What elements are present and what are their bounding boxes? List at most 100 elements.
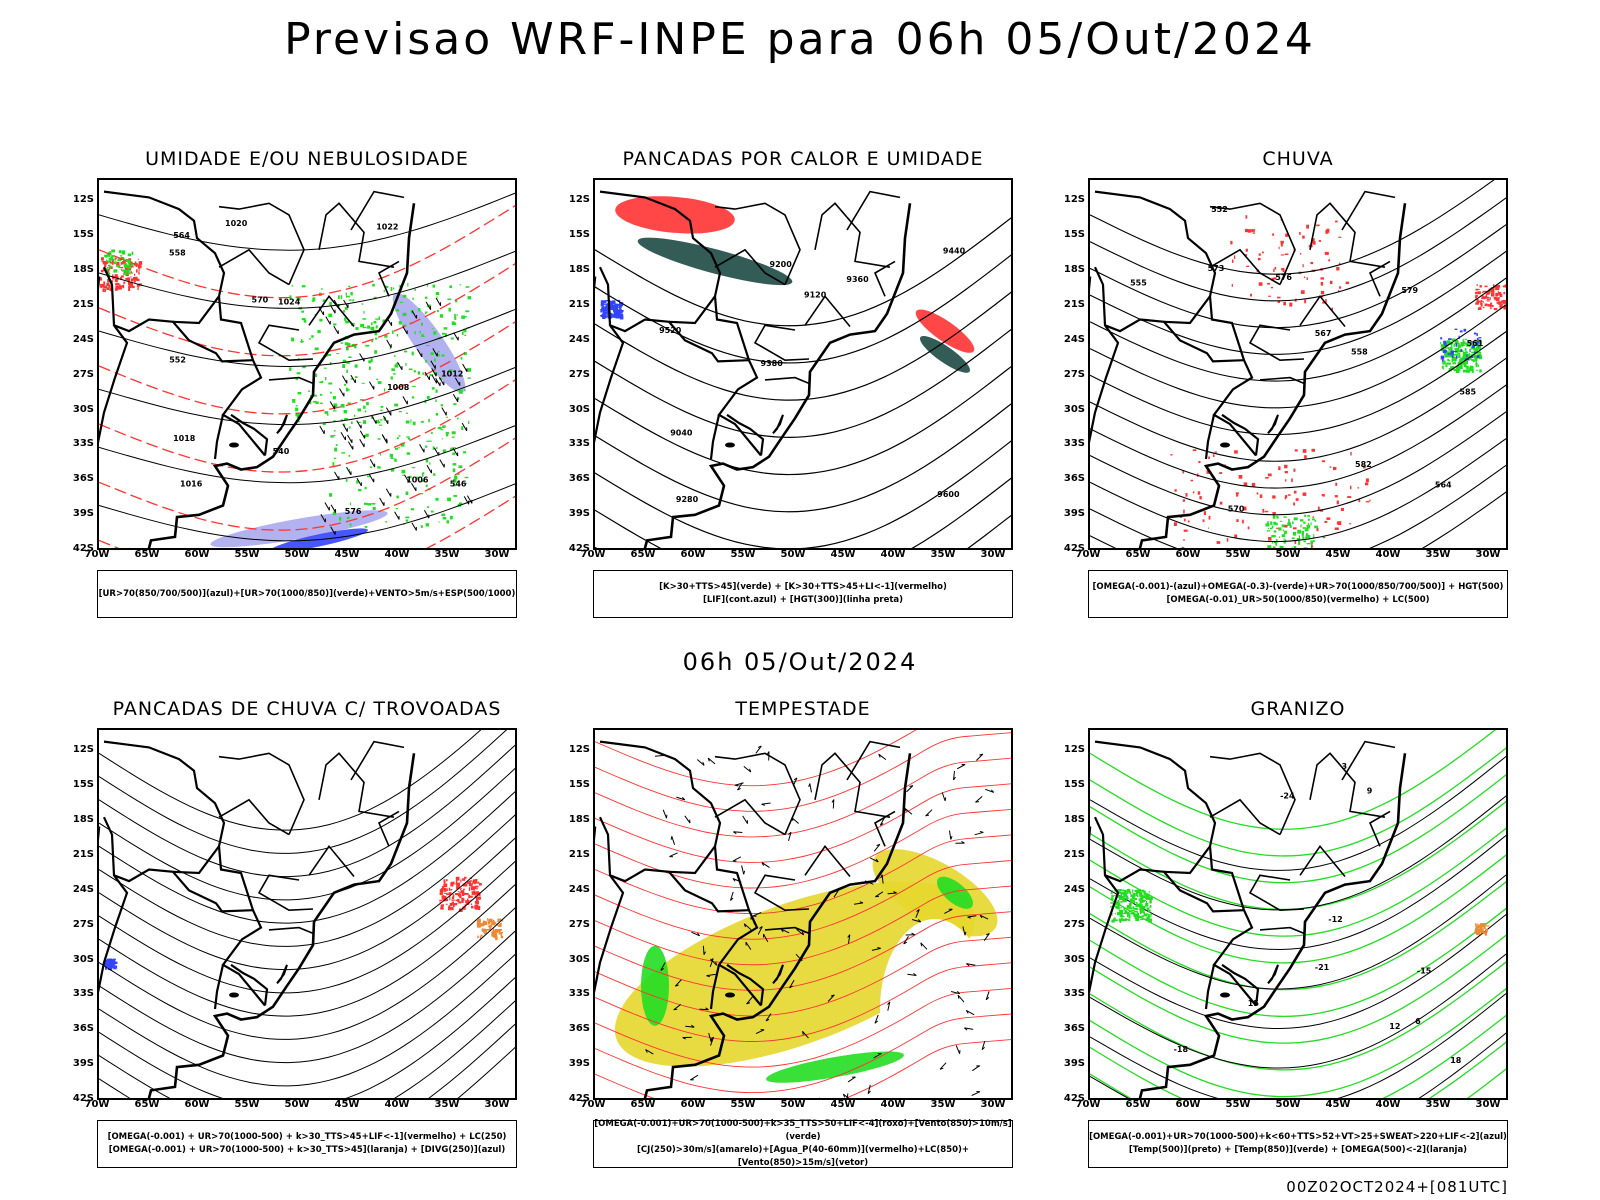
- blue-rain-specks-speck: [1442, 349, 1447, 353]
- green-humidity-specks-speck: [376, 378, 379, 381]
- green-humidity-specks-speck: [467, 368, 472, 372]
- panel-6-contour-label: 3: [1342, 762, 1348, 771]
- green-rain-specks-speck: [1462, 341, 1466, 345]
- jet-vectors-arrow: [802, 1030, 809, 1039]
- red-rain-specks-north-speck: [1329, 280, 1333, 285]
- panel-2-lat-label: 21S: [568, 298, 590, 310]
- wind-vectors-arrow: [369, 459, 376, 468]
- panel-5-lat-label: 12S: [568, 744, 590, 756]
- red-rain-specks-east-speck: [1475, 291, 1479, 294]
- jet-vectors-arrowhead: [876, 843, 881, 847]
- green-rain-specks-south-speck: [1279, 545, 1284, 548]
- red-west-specks-speck: [134, 280, 136, 283]
- green-humidity-specks-speck: [430, 352, 434, 355]
- jet-vectors-arrowhead: [802, 1031, 804, 1035]
- orange-omega-specks-speck: [1478, 926, 1483, 928]
- green-rain-specks-south-speck: [1288, 518, 1290, 521]
- wind-vectors-arrow: [320, 514, 326, 523]
- red-storm-specks-speck: [476, 900, 479, 904]
- green-humidity-specks-speck: [412, 297, 414, 300]
- wind-vectors-arrow: [330, 526, 336, 535]
- green-west-specks-speck: [109, 265, 112, 269]
- green-humidity-specks-speck: [384, 335, 388, 338]
- wind-vectors-arrow: [329, 401, 336, 410]
- green-west-specks-speck: [1146, 907, 1149, 911]
- orange-storm-specks-speck: [497, 918, 501, 921]
- wind-vectors-arrow: [466, 495, 473, 504]
- green-west-specks-speck: [1117, 899, 1120, 904]
- state-border-0: [257, 324, 314, 362]
- green-humidity-specks-speck: [295, 407, 299, 412]
- red-rain-specks-south: [1170, 448, 1371, 548]
- green-humidity-specks-2-speck: [446, 520, 449, 524]
- panel-5-red-contour-12: [595, 1013, 1011, 1094]
- green-humidity-specks-2-speck: [451, 431, 456, 435]
- red-rain-specks-east-speck: [1479, 306, 1481, 309]
- green-humidity-specks-speck: [370, 326, 375, 331]
- country-border-0: [217, 296, 266, 457]
- blue-rain-specks-speck: [1463, 328, 1467, 332]
- green-west-specks-speck: [127, 272, 131, 275]
- country-border-1: [1094, 740, 1217, 875]
- panel-2-contour-1: [595, 254, 1011, 364]
- red-west-specks-speck: [131, 285, 135, 289]
- red-storm-specks-speck: [443, 899, 448, 902]
- green-rain-specks-speck: [1447, 358, 1450, 361]
- jet-vectors-arrowhead: [920, 942, 923, 947]
- red-storm-specks-speck: [439, 901, 441, 903]
- red-rain-specks-north-speck: [1316, 224, 1320, 227]
- green-humidity-specks-speck: [323, 367, 327, 369]
- red-rain-specks-east-speck: [1475, 288, 1478, 291]
- red-rain-specks-north-speck: [1245, 248, 1248, 252]
- green-rain-specks-south-speck: [1314, 520, 1317, 522]
- green-humidity-specks-speck: [311, 335, 314, 338]
- red-west-specks-speck: [115, 285, 118, 289]
- jet-vectors-arrowhead: [887, 1001, 891, 1005]
- green-west-specks-speck: [1131, 896, 1134, 899]
- green-west-specks-speck: [1120, 893, 1122, 897]
- red-storm-specks-speck: [442, 896, 446, 900]
- green-rain-specks-south-speck: [1304, 514, 1306, 517]
- wind-vectors-arrow: [330, 504, 337, 513]
- red-rain-specks-south-speck: [1216, 541, 1221, 544]
- orange-storm-specks-speck: [498, 932, 502, 935]
- blue-rain-specks-speck: [1469, 356, 1473, 359]
- country-border-4: [595, 266, 625, 444]
- green-humidity-specks-2-speck: [454, 475, 458, 480]
- green-humidity-specks-speck: [347, 342, 351, 347]
- green-humidity-specks-speck: [386, 285, 389, 288]
- red-west-specks-speck: [107, 282, 110, 286]
- green-humidity-specks-2-speck: [333, 435, 336, 436]
- jet-vectors-arrow: [673, 1004, 682, 1011]
- panel-4-lon-label: 35W: [434, 1099, 460, 1110]
- panel-1-legend-line: [UR>70(850/700/500)](azul)+[UR>70(1000/8…: [98, 588, 516, 599]
- panel-2-lat-label: 42S: [568, 543, 590, 554]
- panel-2-contour-label: 9360: [846, 275, 869, 284]
- panel-3-lon-label: 60W: [1175, 549, 1201, 560]
- red-storm-specks-speck: [477, 896, 481, 899]
- green-humidity-specks-speck: [451, 321, 455, 325]
- jet-vectors-arrow: [848, 934, 851, 944]
- wind-vectors-arrow: [325, 316, 331, 325]
- red-storm-specks-speck: [456, 882, 458, 887]
- wind-vectors-arrow: [359, 430, 366, 439]
- jet-vectors-arrow: [755, 1029, 765, 1035]
- red-rain-specks-east-speck: [1497, 287, 1500, 291]
- green-humidity-specks-speck: [421, 322, 423, 326]
- green-humidity-specks-speck: [302, 365, 306, 369]
- green-west-specks-speck: [1126, 897, 1130, 899]
- wind-vectors-arrow: [333, 325, 339, 335]
- panel-1-contour-label: 1020: [225, 219, 248, 228]
- blue-lif-specks-speck: [600, 315, 602, 317]
- white-gap-region: [880, 919, 990, 1098]
- panel-4-lat-label: 42S: [72, 1093, 94, 1104]
- orange-storm-specks-speck: [488, 918, 493, 923]
- panel-2-legend-line: [K>30+TTS>45](verde) + [K>30+TTS>45+LI<-…: [659, 582, 947, 592]
- red-storm-specks-speck: [450, 882, 454, 887]
- green-rain-specks-speck: [1466, 343, 1469, 347]
- red-rain-specks-south-speck: [1285, 495, 1288, 499]
- orange-omega-specks-speck: [1484, 932, 1487, 936]
- jet-vectors-arrow: [706, 973, 716, 977]
- red-rain-specks-south-speck: [1337, 521, 1342, 525]
- orange-omega-specks-speck: [1475, 931, 1480, 935]
